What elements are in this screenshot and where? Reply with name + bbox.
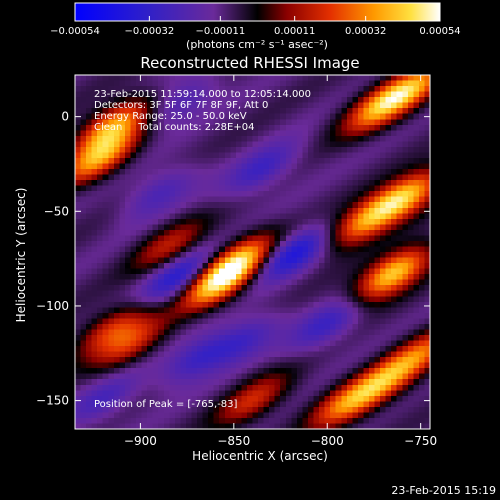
y-axis-ticks: 0 −50 −100 −150 bbox=[36, 110, 430, 408]
footer-timestamp: 23-Feb-2015 15:19 bbox=[391, 484, 496, 497]
plot-frame bbox=[74, 74, 431, 430]
x-tick-label: −850 bbox=[217, 434, 250, 448]
x-tick-label: −800 bbox=[311, 434, 344, 448]
colorbar-tick-label: 0.00011 bbox=[274, 26, 315, 37]
y-tick-label: −150 bbox=[36, 394, 69, 408]
x-tick-label: −750 bbox=[404, 434, 437, 448]
colorbar-unit-label: (photons cm⁻² s⁻¹ asec⁻²) bbox=[186, 38, 328, 51]
colorbar-tick-label: 0.00032 bbox=[345, 26, 386, 37]
colorbar-ticks: −0.00054 −0.00032 −0.00011 0.00011 0.00032 0.… bbox=[50, 16, 461, 37]
annotation-time-range: 23-Feb-2015 11:59:14.000 to 12:05:14.000 bbox=[94, 89, 311, 100]
colorbar-tick-label: −0.00011 bbox=[195, 26, 245, 37]
colorbar-tick-label: −0.00054 bbox=[50, 26, 100, 37]
x-axis-label: Heliocentric X (arcsec) bbox=[192, 449, 328, 463]
y-axis-label: Heliocentric Y (arcsec) bbox=[14, 188, 28, 323]
heatmap-image bbox=[75, 75, 430, 429]
x-tick-label: −900 bbox=[124, 434, 157, 448]
colorbar-tick-label: 0.00054 bbox=[419, 26, 460, 37]
colorbar-tick-label: −0.00032 bbox=[124, 26, 174, 37]
y-tick-label: −100 bbox=[36, 299, 69, 313]
y-tick-label: 0 bbox=[61, 110, 69, 124]
annotation-block: 23-Feb-2015 11:59:14.000 to 12:05:14.000… bbox=[94, 89, 311, 133]
annotation-total-counts: Clean Total counts: 2.28E+04 bbox=[94, 122, 254, 133]
annotation-energy-range: Energy Range: 25.0 - 50.0 keV bbox=[94, 111, 247, 122]
y-tick-label: −50 bbox=[44, 204, 69, 218]
chart-title: Reconstructed RHESSI Image bbox=[140, 54, 359, 72]
peak-position-label: Position of Peak = [-765,-83] bbox=[94, 399, 238, 410]
x-axis-ticks: −900 −850 −800 −750 bbox=[124, 75, 437, 448]
annotation-detectors: Detectors: 3F 5F 6F 7F 8F 9F, Att 0 bbox=[94, 100, 268, 111]
colorbar bbox=[74, 2, 441, 22]
